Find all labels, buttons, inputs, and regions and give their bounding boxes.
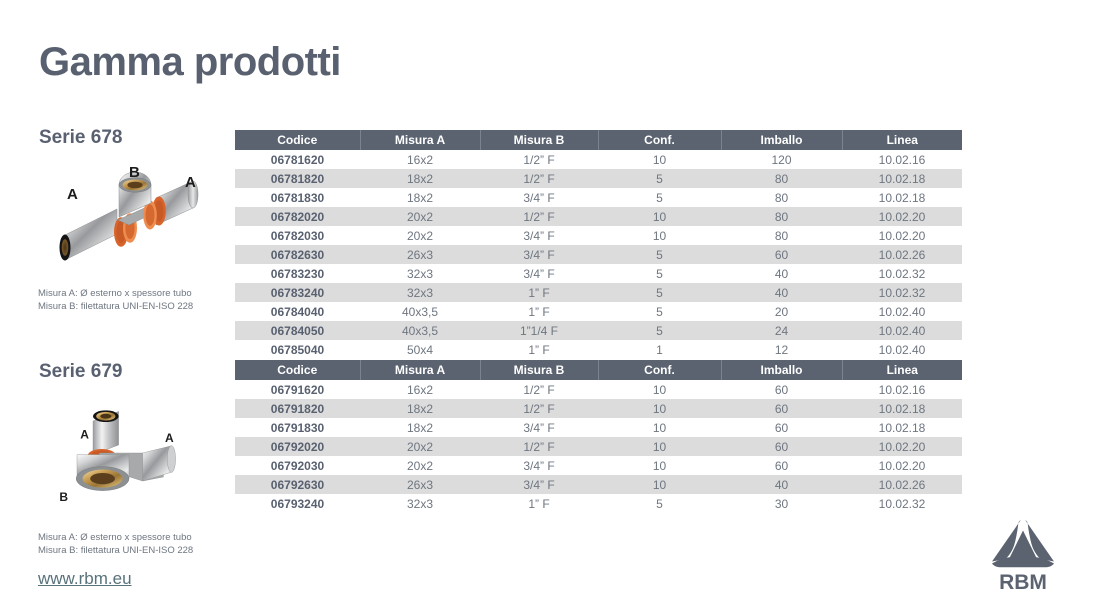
svg-text:A: A [165,431,174,445]
svg-text:A: A [80,428,89,442]
svg-text:B: B [59,490,68,504]
svg-text:RBM: RBM [999,571,1047,590]
svg-text:A: A [185,174,196,191]
svg-text:A: A [67,186,78,203]
svg-text:B: B [129,165,140,181]
